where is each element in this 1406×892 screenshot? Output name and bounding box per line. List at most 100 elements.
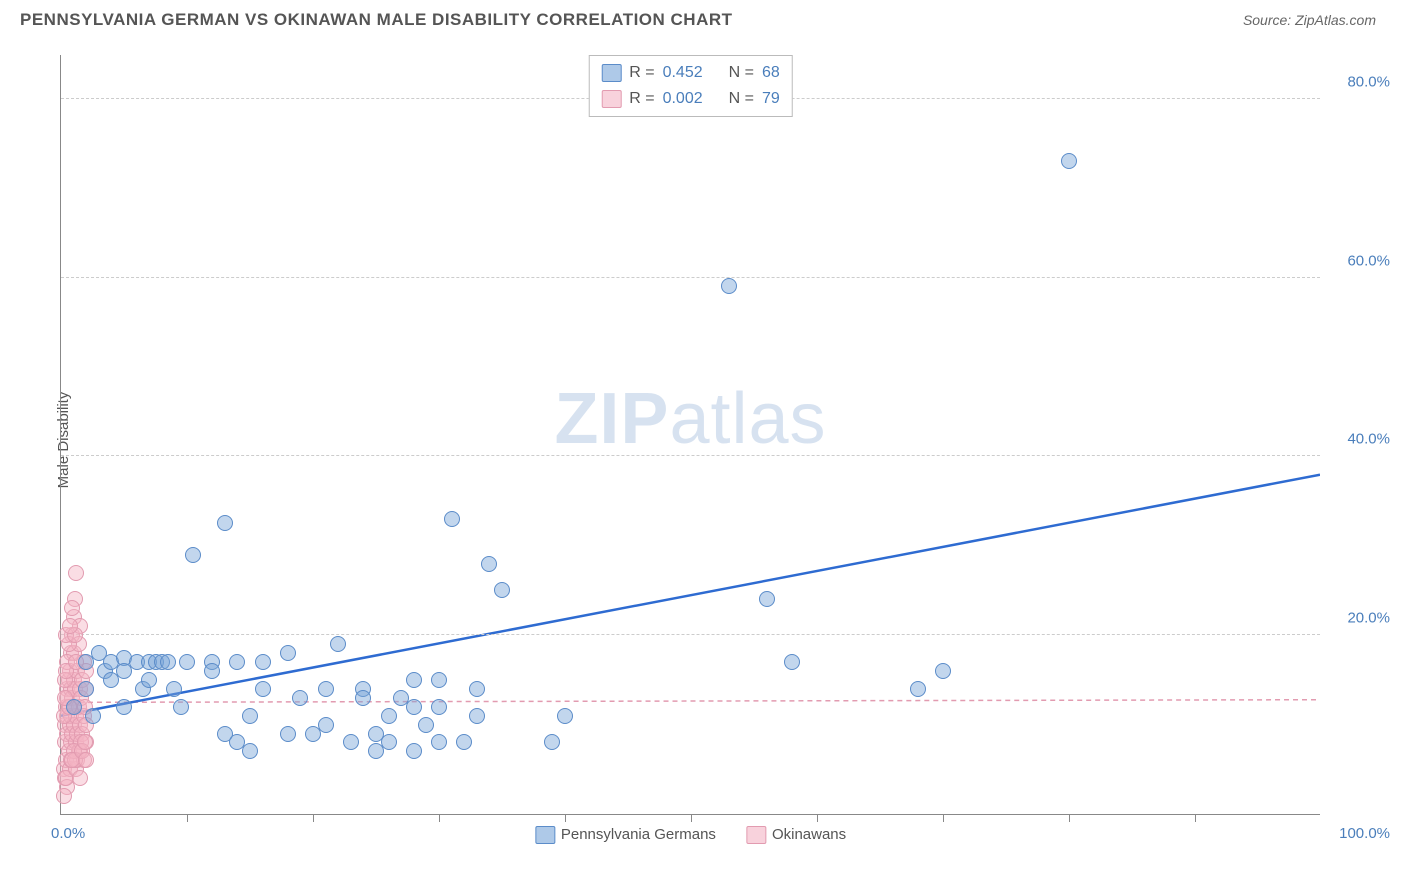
data-point: [242, 708, 258, 724]
data-point: [204, 663, 220, 679]
legend-r-value: 0.002: [663, 90, 703, 108]
data-point: [78, 752, 94, 768]
data-point: [292, 690, 308, 706]
data-point: [355, 690, 371, 706]
chart-source: Source: ZipAtlas.com: [1243, 12, 1376, 28]
legend-r-label: R =: [629, 64, 654, 82]
chart-title: PENNSYLVANIA GERMAN VS OKINAWAN MALE DIS…: [20, 10, 733, 30]
x-tick: [817, 814, 818, 822]
gridline: [61, 277, 1320, 278]
data-point: [330, 636, 346, 652]
data-point: [280, 645, 296, 661]
data-point: [418, 717, 434, 733]
legend-stats: R =0.452N =68R =0.002N =79: [588, 55, 793, 117]
data-point: [721, 278, 737, 294]
y-tick-label: 40.0%: [1347, 431, 1390, 448]
legend-n-label: N =: [729, 64, 754, 82]
data-point: [469, 708, 485, 724]
x-tick: [1069, 814, 1070, 822]
data-point: [318, 717, 334, 733]
data-point: [141, 672, 157, 688]
data-point: [456, 734, 472, 750]
plot-area: ZIPatlas R =0.452N =68R =0.002N =79 0.0%…: [60, 55, 1320, 815]
watermark-zip: ZIP: [554, 379, 669, 459]
gridline: [61, 634, 1320, 635]
x-tick: [691, 814, 692, 822]
data-point: [217, 515, 233, 531]
data-point: [759, 591, 775, 607]
y-tick-label: 80.0%: [1347, 73, 1390, 90]
data-point: [66, 699, 82, 715]
legend-r-value: 0.452: [663, 64, 703, 82]
data-point: [179, 654, 195, 670]
data-point: [78, 681, 94, 697]
x-tick: [187, 814, 188, 822]
data-point: [116, 699, 132, 715]
data-point: [431, 672, 447, 688]
y-tick-label: 60.0%: [1347, 252, 1390, 269]
y-tick-label: 20.0%: [1347, 610, 1390, 627]
data-point: [343, 734, 359, 750]
trend-lines: [61, 55, 1320, 814]
data-point: [64, 600, 80, 616]
data-point: [557, 708, 573, 724]
gridline: [61, 455, 1320, 456]
data-point: [381, 734, 397, 750]
x-tick: [943, 814, 944, 822]
data-point: [166, 681, 182, 697]
legend-swatch: [601, 64, 621, 82]
legend-stat-row: R =0.002N =79: [601, 86, 780, 112]
data-point: [406, 672, 422, 688]
data-point: [280, 726, 296, 742]
data-point: [431, 699, 447, 715]
legend-series: Pennsylvania Germans Okinawans: [535, 826, 846, 844]
data-point: [185, 547, 201, 563]
data-point: [255, 681, 271, 697]
legend-r-label: R =: [629, 90, 654, 108]
chart-header: PENNSYLVANIA GERMAN VS OKINAWAN MALE DIS…: [0, 0, 1406, 30]
data-point: [318, 681, 334, 697]
data-point: [72, 770, 88, 786]
data-point: [431, 734, 447, 750]
x-tick: [439, 814, 440, 822]
data-point: [77, 734, 93, 750]
data-point: [85, 708, 101, 724]
legend-label: Okinawans: [772, 826, 846, 843]
data-point: [229, 654, 245, 670]
x-tick: [1195, 814, 1196, 822]
legend-swatch: [535, 826, 555, 844]
legend-n-value: 68: [762, 64, 780, 82]
data-point: [481, 556, 497, 572]
watermark: ZIPatlas: [554, 378, 826, 460]
data-point: [381, 708, 397, 724]
data-point: [160, 654, 176, 670]
data-point: [494, 582, 510, 598]
data-point: [544, 734, 560, 750]
legend-item: Okinawans: [746, 826, 846, 844]
legend-n-label: N =: [729, 90, 754, 108]
data-point: [62, 618, 78, 634]
data-point: [242, 743, 258, 759]
data-point: [406, 743, 422, 759]
x-tick: [313, 814, 314, 822]
chart-container: Male Disability ZIPatlas R =0.452N =68R …: [20, 45, 1390, 835]
data-point: [910, 681, 926, 697]
data-point: [68, 565, 84, 581]
data-point: [56, 788, 72, 804]
data-point: [935, 663, 951, 679]
watermark-rest: atlas: [669, 379, 826, 459]
legend-swatch: [746, 826, 766, 844]
x-tick: [565, 814, 566, 822]
data-point: [1061, 153, 1077, 169]
data-point: [406, 699, 422, 715]
data-point: [444, 511, 460, 527]
legend-swatch: [601, 90, 621, 108]
data-point: [784, 654, 800, 670]
x-axis-end-label: 100.0%: [1339, 825, 1390, 842]
data-point: [469, 681, 485, 697]
legend-label: Pennsylvania Germans: [561, 826, 716, 843]
data-point: [173, 699, 189, 715]
legend-stat-row: R = 0.452 N = 68: [601, 60, 780, 86]
data-point: [255, 654, 271, 670]
legend-item: Pennsylvania Germans: [535, 826, 716, 844]
